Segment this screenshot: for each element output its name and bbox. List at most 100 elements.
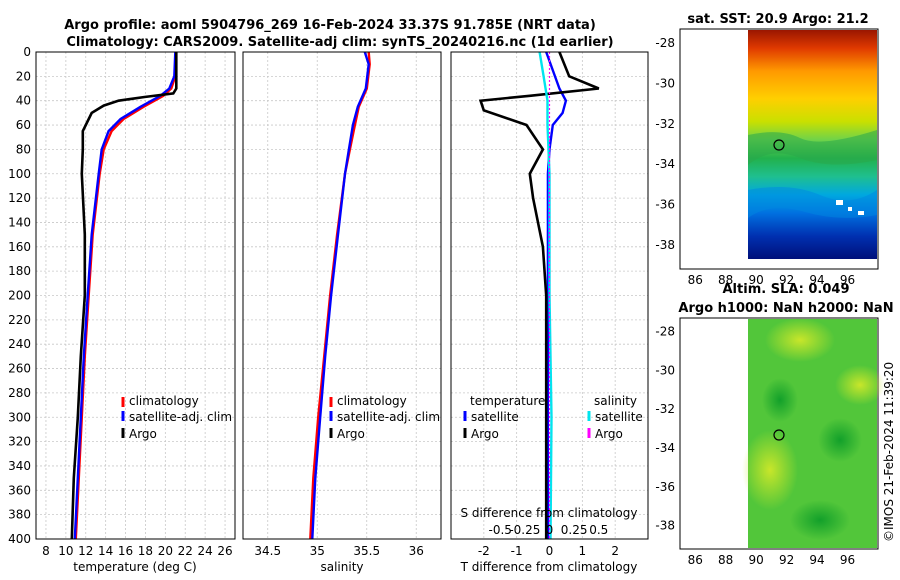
sst-nodata-patch bbox=[848, 207, 852, 211]
y-tick-label: 100 bbox=[8, 167, 31, 181]
sst-map-title: sat. SST: 20.9 Argo: 21.2 bbox=[687, 12, 868, 27]
sla-map-title2: Argo h1000: NaN h2000: NaN bbox=[678, 301, 893, 316]
temperature-x-ticks: 8 10 12 14 16 18 20 22 24 26 bbox=[42, 544, 233, 558]
y-tick-label: 20 bbox=[16, 69, 31, 83]
sst-y-ticks: -28 -30 -32 -34 -36 -38 bbox=[655, 36, 675, 252]
x-tick-label: 16 bbox=[118, 544, 133, 558]
series-line-satellite-adj-clim bbox=[73, 51, 177, 540]
y-tick-label: 400 bbox=[8, 532, 31, 546]
sla-y-ticks: -28 -30 -32 -34 -36 -38 bbox=[655, 325, 675, 533]
sst-map: sat. SST: 20.9 Argo: 21.2 86 88 90 92 94 96 -… bbox=[655, 12, 879, 287]
legend-t-argo: Argo bbox=[471, 427, 499, 441]
x-tick-label: 22 bbox=[178, 544, 193, 558]
argo-position-marker bbox=[773, 139, 785, 151]
x-tick-label: 34.5 bbox=[254, 544, 281, 558]
x-tick-label: 18 bbox=[138, 544, 153, 558]
x-tick-label: 1 bbox=[579, 544, 587, 558]
map-x-tick-label: 86 bbox=[688, 273, 703, 287]
x-tick-label: -1 bbox=[511, 544, 523, 558]
x-tick-label: 12 bbox=[78, 544, 93, 558]
y-tick-label: 140 bbox=[8, 215, 31, 229]
salinity-x-ticks: 34.5 35 35.5 36 bbox=[254, 544, 424, 558]
legend-s-argo: Argo bbox=[595, 427, 623, 441]
map-y-tick-label: -34 bbox=[655, 441, 675, 455]
title-line1: Argo profile: aoml 5904796_269 16-Feb-20… bbox=[64, 18, 596, 33]
temperature-legend: climatology satellite-adj. clim Argo bbox=[121, 394, 232, 441]
y-tick-label: 60 bbox=[16, 118, 31, 132]
y-tick-label: 360 bbox=[8, 483, 31, 497]
y-tick-label: 80 bbox=[16, 142, 31, 156]
sla-x-ticks: 86 88 90 92 94 96 bbox=[688, 553, 856, 567]
sla-low bbox=[790, 500, 850, 540]
map-y-tick-label: -38 bbox=[655, 238, 675, 252]
difference-xlabel: T difference from climatology bbox=[460, 560, 638, 574]
x-tick-label: 10 bbox=[58, 544, 73, 558]
map-x-tick-label: 96 bbox=[840, 553, 855, 567]
map-x-tick-label: 94 bbox=[809, 273, 824, 287]
y-tick-label: 220 bbox=[8, 313, 31, 327]
imos-stamp: ©IMOS 21-Feb-2024 11:39:20 bbox=[882, 362, 896, 542]
top-tick-label: -0.5 bbox=[489, 523, 512, 537]
sla-low bbox=[762, 378, 798, 422]
map-y-tick-label: -36 bbox=[655, 480, 675, 494]
map-x-tick-label: 92 bbox=[779, 273, 794, 287]
map-x-tick-label: 96 bbox=[840, 273, 855, 287]
y-tick-label: 120 bbox=[8, 191, 31, 205]
legend-salinity-title: salinity bbox=[594, 394, 637, 408]
temperature-frame bbox=[35, 51, 236, 540]
sst-nodata-patch bbox=[836, 200, 843, 205]
x-tick-label: 0 bbox=[546, 544, 554, 558]
series-line-satellite-adj-clim bbox=[311, 51, 370, 540]
y-tick-label: 0 bbox=[23, 45, 31, 59]
temperature-grid bbox=[36, 52, 235, 539]
sla-high bbox=[765, 318, 835, 362]
map-y-tick-label: -34 bbox=[655, 157, 675, 171]
map-y-tick-label: -32 bbox=[655, 117, 675, 131]
difference-legend: temperature satellite Argo salinity sate… bbox=[463, 394, 643, 441]
y-tick-label: 240 bbox=[8, 337, 31, 351]
salinity-xlabel: salinity bbox=[320, 560, 363, 574]
legend-climatology: climatology bbox=[337, 394, 407, 408]
legend-s-satellite: satellite bbox=[595, 410, 643, 424]
sla-high bbox=[835, 365, 885, 405]
sla-map: Altim. SLA: 0.049 Argo h1000: NaN h2000:… bbox=[655, 282, 893, 567]
salinity-frame bbox=[242, 51, 442, 540]
difference-frame bbox=[450, 51, 649, 540]
sst-x-ticks: 86 88 90 92 94 96 bbox=[688, 273, 856, 287]
legend-argo: Argo bbox=[337, 427, 365, 441]
series-line-argo bbox=[70, 52, 178, 540]
map-y-tick-label: -28 bbox=[655, 36, 675, 50]
difference-x-ticks: -2 -1 0 1 2 bbox=[478, 544, 619, 558]
x-tick-label: 24 bbox=[198, 544, 213, 558]
x-tick-label: 35.5 bbox=[353, 544, 380, 558]
title-line2: Climatology: CARS2009. Satellite-adj cli… bbox=[66, 35, 613, 50]
y-tick-label: 160 bbox=[8, 240, 31, 254]
salinity-panel: 34.5 35 35.5 36 salinity climatology satell… bbox=[242, 51, 442, 574]
map-y-tick-label: -30 bbox=[655, 363, 675, 377]
x-tick-label: 14 bbox=[98, 544, 113, 558]
temperature-panel: 8 10 12 14 16 18 20 22 24 26 0 20 40 60 80 100 120 140 16… bbox=[8, 45, 236, 574]
sla-map-title1: Altim. SLA: 0.049 bbox=[723, 282, 850, 297]
salinity-grid bbox=[243, 52, 441, 539]
y-tick-label: 260 bbox=[8, 362, 31, 376]
top-tick-label: 0.25 bbox=[561, 523, 588, 537]
depth-y-ticks: 0 20 40 60 80 100 120 140 160 180 200 220 240 260 280 3… bbox=[8, 45, 31, 546]
y-tick-label: 180 bbox=[8, 264, 31, 278]
sla-low bbox=[818, 418, 862, 462]
legend-t-satellite: satellite bbox=[471, 410, 519, 424]
top-tick-label: -0.25 bbox=[509, 523, 540, 537]
map-y-tick-label: -30 bbox=[655, 76, 675, 90]
sst-nodata-patch bbox=[858, 211, 864, 215]
x-tick-label: 35 bbox=[310, 544, 325, 558]
x-tick-label: 2 bbox=[611, 544, 619, 558]
x-tick-label: 36 bbox=[409, 544, 424, 558]
y-tick-label: 280 bbox=[8, 386, 31, 400]
legend-satellite: satellite-adj. clim bbox=[129, 410, 232, 424]
legend-satellite: satellite-adj. clim bbox=[337, 410, 440, 424]
salinity-diff-ticks: -0.5-0.25 0 0.25 0.5 bbox=[489, 523, 609, 537]
map-y-tick-label: -38 bbox=[655, 519, 675, 533]
series-line-s-satellite bbox=[538, 51, 553, 540]
map-x-tick-label: 94 bbox=[809, 553, 824, 567]
difference-panel: -2 -1 0 1 2 -0.5-0.25 0 0.25 0.5 T difference f… bbox=[450, 51, 649, 574]
